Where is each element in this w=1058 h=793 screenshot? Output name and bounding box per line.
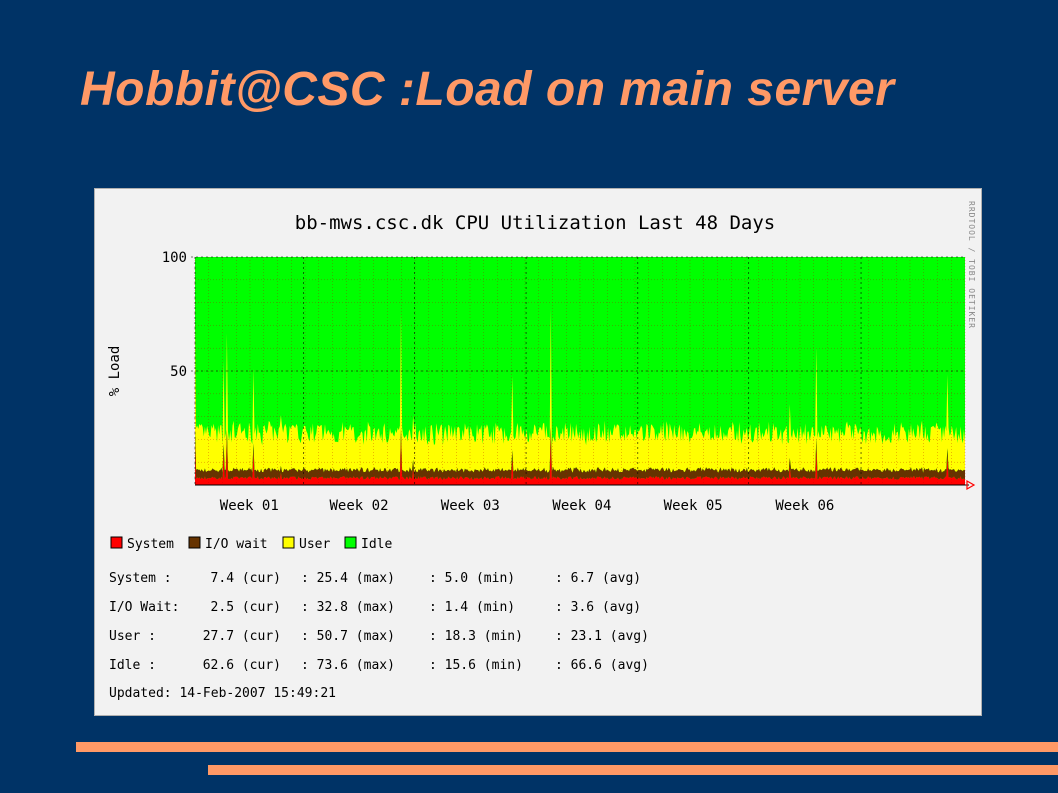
stats-cell: : 50.7 (max) [301, 629, 395, 644]
stats-cell: Idle : [109, 658, 156, 673]
stats-cell: : 15.6 (min) [429, 658, 523, 673]
legend-label: System [127, 537, 174, 552]
y-axis-label: % Load [107, 346, 123, 397]
stats-table: System : 7.4 (cur) : 25.4 (max) : 5.0 (min)… [109, 571, 649, 673]
legend-swatch [110, 536, 123, 549]
legend-swatch [188, 536, 201, 549]
stats-cell: : 3.6 (avg) [555, 600, 641, 615]
y-tick-label: 50 [170, 364, 187, 380]
x-tick-label: Week 03 [441, 498, 500, 514]
stats-cell: I/O Wait: [109, 600, 179, 615]
stats-cell: : 23.1 (avg) [555, 629, 649, 644]
legend-label: I/O wait [205, 537, 268, 552]
stats-cell: : 66.6 (avg) [555, 658, 649, 673]
axes: 100 50 Week 01 Week 02 Week 03 Week 04 Week 05… [162, 250, 976, 514]
cpu-utilization-graph: bb-mws.csc.dk CPU Utilization Last 48 Da… [94, 188, 982, 716]
y-tick-label: 100 [162, 250, 187, 266]
x-tick-label: Week 06 [775, 498, 834, 514]
stats-cell: : 1.4 (min) [429, 600, 515, 615]
stats-cell: : 18.3 (min) [429, 629, 523, 644]
x-tick-label: Week 01 [220, 498, 279, 514]
stats-cell: 7.4 (cur) [211, 571, 281, 586]
chart-svg: bb-mws.csc.dk CPU Utilization Last 48 Da… [95, 189, 981, 715]
legend: System I/O wait User Idle [110, 536, 392, 552]
decorative-line-bottom [208, 765, 1058, 775]
series-iowait-area [195, 427, 965, 480]
slide-title: Hobbit@CSC :Load on main server [80, 63, 895, 116]
x-axis-arrow [966, 479, 976, 491]
stats-cell: : 6.7 (avg) [555, 571, 641, 586]
stats-cell: : 25.4 (max) [301, 571, 395, 586]
legend-label: Idle [361, 537, 392, 552]
stats-cell: : 5.0 (min) [429, 571, 515, 586]
x-tick-label: Week 04 [552, 498, 611, 514]
x-tick-label: Week 02 [330, 498, 389, 514]
legend-swatch [344, 536, 357, 549]
stats-cell: 27.7 (cur) [203, 629, 281, 644]
decorative-line-top [76, 742, 1058, 752]
stats-cell: User : [109, 629, 156, 644]
stats-cell: : 73.6 (max) [301, 658, 395, 673]
updated-timestamp: Updated: 14-Feb-2007 15:49:21 [109, 686, 336, 701]
stats-cell: 62.6 (cur) [203, 658, 281, 673]
stats-cell: 2.5 (cur) [211, 600, 281, 615]
series-system-area [195, 435, 965, 485]
x-tick-label: Week 05 [664, 498, 723, 514]
stats-cell: System : [109, 571, 172, 586]
stats-cell: : 32.8 (max) [301, 600, 395, 615]
watermark: RRDTOOL / TOBI OETIKER [967, 201, 976, 329]
legend-label: User [299, 537, 330, 552]
plot-area [194, 257, 966, 485]
chart-title: bb-mws.csc.dk CPU Utilization Last 48 Da… [295, 212, 775, 234]
legend-swatch [282, 536, 295, 549]
